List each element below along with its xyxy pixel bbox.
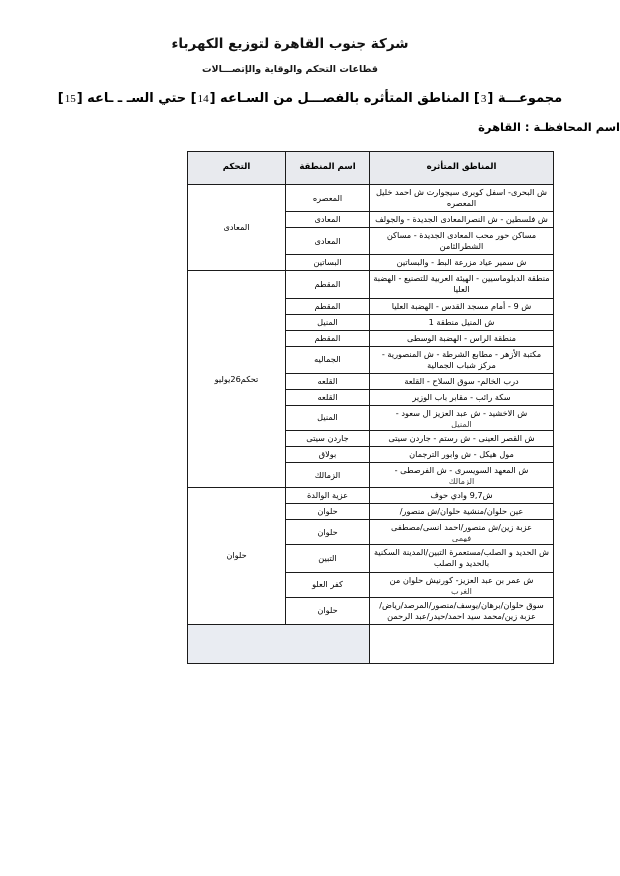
table-row: ش الحديد و الصلب/مستعمرة التبين/المدينة …: [188, 544, 554, 573]
table-row: مساكن حور محب المعادى الجديدة - مساكن ال…: [188, 227, 554, 256]
cell-zone-name: المعصره: [285, 183, 370, 213]
cell-affected-areas: سوق حلوان/برهان/يوسف/منصور/المرصد/رياض/ …: [369, 596, 554, 625]
cell-zone-name: المقطم: [285, 329, 370, 347]
group-title-middle: ] المناطق المتأثره بالفصـــل من السـاعه …: [209, 91, 480, 106]
cell-zone-name: القلعه: [285, 388, 370, 406]
cell-control-group: المعادى: [187, 183, 286, 272]
group-title-prefix: مجموعـــة [: [487, 91, 563, 106]
table-row: مكتبة الأزهر - مطابع الشرطة - ش المنصوري…: [188, 345, 554, 374]
cell-affected-areas: سكة رائب - مقابر باب الوزير: [369, 388, 554, 406]
cell-zone-name: بولاق: [285, 446, 370, 464]
cell-zone-name: المقطم: [285, 297, 370, 315]
table-row: منطقة الدبلوماسيين - الهيئة العربية للتص…: [187, 270, 554, 489]
table-row: ش البحرى- اسفل كوبرى سيجوارت ش احمد خليل…: [187, 183, 554, 272]
cell-affected-areas: منطقة الراس - الهضبة الوسطى: [369, 329, 554, 347]
cell-affected-areas: مساكن حور محب المعادى الجديدة - مساكن ال…: [369, 227, 554, 256]
group-title-middle2: ] حتي السـ ـ ـاعه [: [76, 91, 197, 106]
table-row: عزبة زين/ش منصور/احمد انسى/مصطفى فهمى حلوا…: [188, 519, 554, 546]
cell-zone-name: حلوان: [285, 503, 370, 521]
cell-affected-areas: درب الخالم- سوق السلاح - القلعة: [369, 372, 554, 390]
cell-zone-name: البساتين: [285, 254, 370, 272]
group-number: 3: [480, 93, 487, 105]
col-header-control: التحكم: [187, 151, 286, 185]
cell-affected-areas: عزبة زين/ش منصور/احمد انسى/مصطفى فهمى: [369, 519, 554, 546]
affected-areas-table-wrapper: المناطق المتأثره اسم المنطقة التحكم ش ال…: [187, 151, 554, 664]
cell-control-group: حلوان: [187, 487, 286, 625]
cell-affected-areas: مول هيكل - ش وابور الترجمان: [369, 446, 554, 464]
cell-zone-name: حلوان: [285, 596, 370, 625]
table-row: ش 9 - أمام مسجد القدس - الهضبة العليا الم…: [188, 297, 554, 315]
table-row: ش القصر العينى - ش رستم - جاردن سيتى جارد…: [188, 429, 554, 448]
cell-zone-name: كفر العلو: [285, 571, 370, 598]
cell-affected-areas: مكتبة الأزهر - مطابع الشرطة - ش المنصوري…: [369, 345, 554, 374]
from-hour: 14: [197, 93, 209, 105]
cell-affected-areas: ش 9 - أمام مسجد القدس - الهضبة العليا: [369, 297, 554, 315]
cell-zone-name: المعادى: [285, 227, 370, 256]
affected-areas-table: المناطق المتأثره اسم المنطقة التحكم ش ال…: [187, 151, 554, 664]
cell-affected-areas: ش المعهد السويسرى - ش الفرصطى - الزمالك: [369, 462, 554, 489]
sector-name: قطاعات التحكم والوقاية والإتصـــالات: [201, 64, 379, 75]
cell-affected-areas: منطقة الدبلوماسيين - الهيئة العربية للتص…: [369, 270, 554, 299]
cell-affected-areas: ش البحرى- اسفل كوبرى سيجوارت ش احمد خليل…: [369, 183, 554, 213]
table-row: سوق حلوان/برهان/يوسف/منصور/المرصد/رياض/ …: [188, 596, 554, 625]
cell-affected-areas: ش سمير عياد مزرعة البط - والبساتين: [369, 254, 554, 272]
cell-zone-name: الجماليه: [285, 345, 370, 374]
table-row: سكة رائب - مقابر باب الوزير القلعه: [188, 388, 554, 406]
company-name: شركة جنوب القاهرة لتوزيع الكهرباء: [171, 36, 409, 52]
cell-affected-areas: ش فلسطين - ش النصرالمعادى الجديدة - والج…: [369, 211, 554, 229]
governorate-label: اسم المحافظـة : القاهرة: [478, 120, 620, 134]
cell-zone-name: المنيل: [285, 404, 370, 432]
cell-affected-areas: ش المنيل منطقة 1: [369, 313, 554, 331]
table-header-row: المناطق المتأثره اسم المنطقة التحكم: [187, 151, 554, 185]
group-title: مجموعـــة [3] المناطق المتأثره بالفصـــل…: [0, 91, 620, 106]
cell-zone-name: جاردن سيتى: [285, 429, 370, 448]
cell-zone-name: القلعه: [285, 372, 370, 390]
table-row: ش9,7 وادي حوف عزية الوالدة حلوان: [187, 487, 554, 625]
col-header-affected-areas: المناطق المتأثره: [369, 151, 554, 185]
cell-zone-name: المقطم: [285, 270, 370, 299]
cell-zone-name: المنيل: [285, 313, 370, 331]
col-header-zone: اسم المنطقة: [285, 151, 370, 185]
document-header: شركة جنوب القاهرة لتوزيع الكهرباء قطاعات…: [0, 0, 620, 134]
to-hour: 15: [64, 93, 76, 105]
table-body: ش البحرى- اسفل كوبرى سيجوارت ش احمد خليل…: [187, 183, 554, 664]
cell-zone-name: عزية الوالدة: [285, 487, 370, 505]
cell-zone-name: التبين: [285, 544, 370, 573]
table-row: عين حلوان/منشية حلوان/ش منصور/حلوان: [188, 503, 554, 521]
table-row: منطقة الراس - الهضبة الوسطى المقطم: [188, 329, 554, 347]
cell-zone-name: المعادى: [285, 211, 370, 229]
cell-zone-name: حلوان: [285, 519, 370, 546]
cell-affected-areas-empty: [369, 623, 554, 664]
cell-affected-areas: ش عمر بن عبد العزيز- كورنيش حلوان من الغر…: [369, 571, 554, 598]
table-row: ش المعهد السويسرى - ش الفرصطى - الزمالك ال…: [188, 462, 554, 489]
cell-zone-empty-shaded: [187, 623, 370, 664]
cell-affected-areas: عين حلوان/منشية حلوان/ش منصور/: [369, 503, 554, 521]
cell-affected-areas: ش الحديد و الصلب/مستعمرة التبين/المدينة …: [369, 544, 554, 573]
cell-affected-areas: ش9,7 وادي حوف: [369, 487, 554, 505]
cell-affected-areas: ش الاخشيد - ش عبد العزيز ال سعود - المنيل: [369, 404, 554, 432]
cell-control-group: تحكم26يوليو: [187, 270, 286, 489]
table-head: المناطق المتأثره اسم المنطقة التحكم: [187, 151, 554, 185]
table-row: مول هيكل - ش وابور الترجمان بولاق: [188, 446, 554, 464]
table-row: ش المنيل منطقة 1 المنيل: [188, 313, 554, 331]
group-title-suffix: ]: [57, 91, 64, 106]
cell-affected-areas: ش القصر العينى - ش رستم - جاردن سيتى: [369, 429, 554, 448]
table-row: درب الخالم- سوق السلاح - القلعة القلعه: [188, 372, 554, 390]
cell-zone-name: الزمالك: [285, 462, 370, 489]
table-footer-row: [187, 623, 554, 664]
